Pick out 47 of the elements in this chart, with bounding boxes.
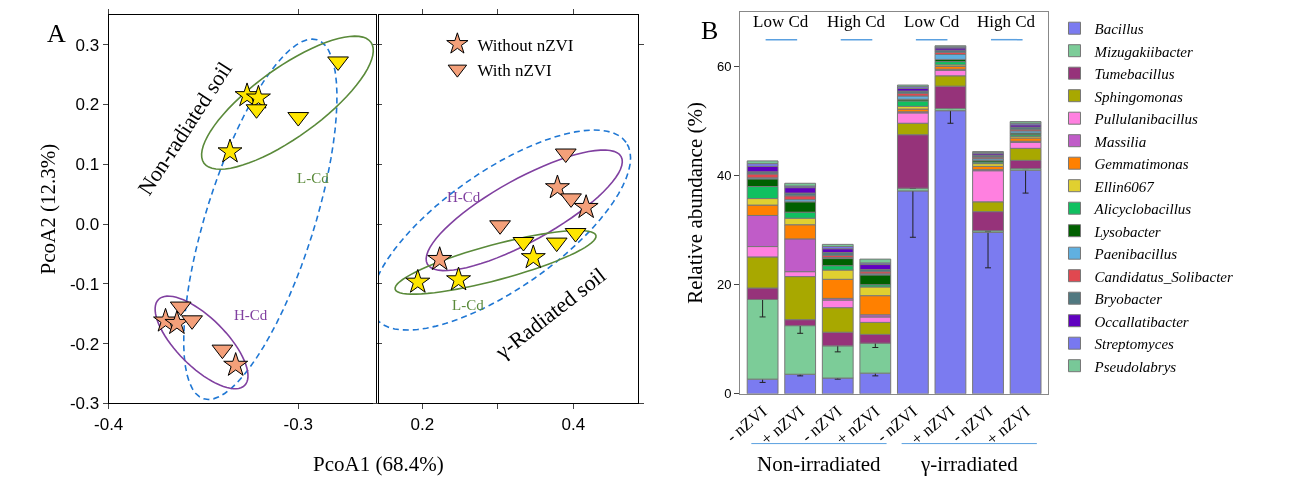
x-tick-label: -0.4 [94,414,124,434]
y-axis-title: Relative abundance (%) [683,102,708,304]
legend-label: Sphingomonas [1094,88,1183,105]
y-tick-label: 0 [724,386,732,402]
text: Non-irradiated [757,452,882,476]
legend-label: Lysobacter [1093,223,1161,240]
y-tick-label: -0.2 [69,334,100,354]
y-axis-title: PcoA2 (12.3%) [36,143,61,275]
legend-label: Streptomyces [1094,336,1175,353]
legend-label: Pullulanibacillus [1093,111,1198,128]
legend-label: Bryobacter [1094,291,1163,308]
legend-label: Candidatus_Solibacter [1094,268,1233,285]
x-tick-label: 0.4 [561,414,586,434]
annotation: H-Cd [234,307,268,323]
legend-label: Ellin6067 [1093,178,1156,195]
annotation: High Cd [977,12,1036,31]
legend-label: With nZVI [477,60,553,80]
legend-label: Occallatibacter [1094,313,1189,330]
y-tick-label: 0.1 [75,155,100,175]
annotation: H-Cd [447,189,481,205]
x-axis-title: PcoA1 (68.4%) [313,452,444,476]
legend-label: Massilia [1093,133,1147,150]
x-tick-label: -0.3 [283,414,313,434]
legend-label: Without nZVI [477,35,574,55]
y-tick-label: 20 [717,277,732,293]
x-tick-label: 0.2 [410,414,435,434]
annotation: High Cd [827,12,886,31]
annotation: Low Cd [904,12,960,31]
y-tick-label: 0.3 [75,35,100,55]
text: γ-irradiated [920,452,1019,476]
y-tick-label: 40 [717,168,732,184]
legend-label: Paenibacillus [1093,246,1178,263]
y-tick-label: 0.0 [75,215,100,235]
legend-label: Bacillus [1094,21,1144,38]
chart-title: A [47,19,66,48]
legend-label: Pseudolabrys [1093,358,1177,375]
annotation: L-Cd [452,297,485,313]
annotation: Low Cd [753,12,809,31]
y-tick-label: -0.1 [69,274,100,294]
chart-title: B [701,16,719,45]
y-tick-label: 60 [717,59,732,75]
annotation: L-Cd [297,170,330,186]
legend-label: Alicyclobacillus [1093,201,1192,218]
legend-label: Mizugakiibacter [1093,43,1193,60]
legend-label: Tumebacillus [1094,66,1175,83]
legend-label: Gemmatimonas [1094,156,1189,173]
y-tick-label: 0.2 [75,95,100,115]
